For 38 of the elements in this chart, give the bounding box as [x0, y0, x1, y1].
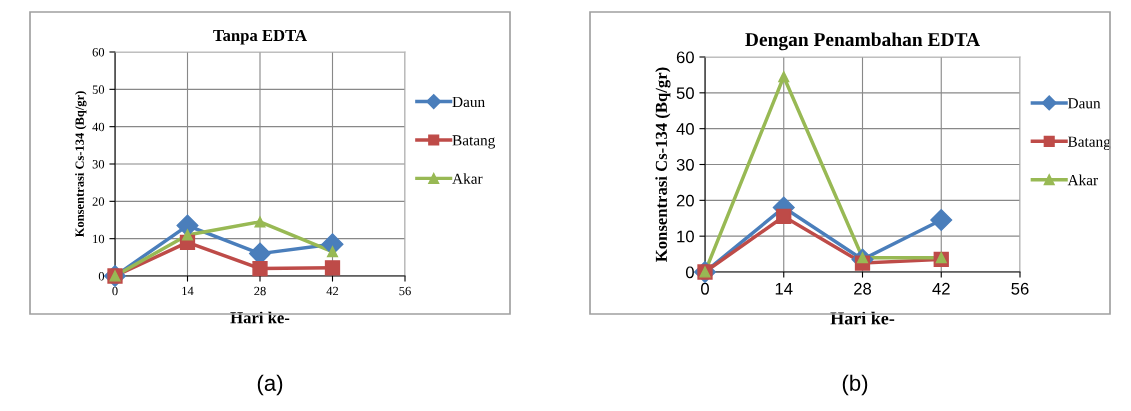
- y-tick-label: 30: [676, 158, 694, 171]
- x-tick-label: 28: [254, 286, 266, 296]
- y-tick-label: 20: [676, 194, 694, 207]
- x-tick-label: 14: [182, 286, 194, 296]
- chart-title: Tanpa EDTA: [213, 29, 307, 45]
- x-axis-title: Hari ke-: [230, 311, 290, 324]
- y-tick-label: 20: [92, 197, 105, 206]
- x-axis-title: Hari ke-: [830, 311, 895, 325]
- x-tick-label: 56: [1011, 282, 1029, 295]
- text: (a): [257, 374, 283, 396]
- text: (b): [842, 374, 868, 396]
- y-tick-label: 60: [676, 51, 694, 64]
- y-tick-label: 0: [98, 272, 105, 281]
- y-tick-label: 50: [92, 85, 105, 94]
- y-tick-label: 30: [92, 160, 105, 169]
- x-tick-label: 42: [932, 282, 950, 295]
- y-tick-label: 40: [676, 123, 694, 135]
- y-tick-label: 40: [92, 122, 105, 132]
- x-tick-label: 0: [112, 286, 118, 296]
- y-tick-label: 10: [93, 234, 105, 244]
- x-tick-label: 42: [326, 286, 339, 296]
- legend-label: Akar: [1067, 174, 1098, 186]
- y-axis-title: Konsentrasi Cs-134 (Bq/gr): [75, 91, 87, 238]
- y-axis-title: Konsentrasi Cs-134 (Bq/gr): [655, 67, 671, 262]
- y-tick-label: 60: [92, 48, 105, 57]
- legend-label: Akar: [452, 173, 483, 184]
- y-tick-label: 10: [677, 230, 694, 243]
- y-tick-label: 50: [676, 87, 694, 100]
- x-tick-label: 56: [399, 286, 411, 296]
- legend-label: Daun: [452, 96, 485, 108]
- x-tick-label: 28: [854, 282, 872, 295]
- x-tick-label: 14: [775, 283, 793, 295]
- legend-label: Daun: [1067, 98, 1101, 109]
- chart-title: Dengan Penambahan EDTA: [745, 32, 980, 51]
- y-tick-label: 0: [685, 266, 694, 279]
- x-tick-label: 0: [701, 282, 709, 295]
- legend-label: Batang: [1067, 136, 1111, 150]
- legend-label: Batang: [452, 135, 496, 149]
